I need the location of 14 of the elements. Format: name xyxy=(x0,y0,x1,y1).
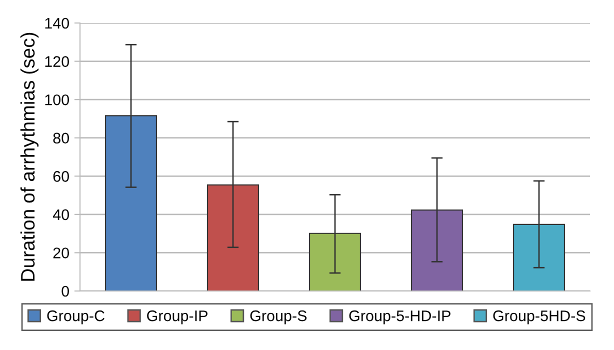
y-tick-label: 100 xyxy=(45,94,69,106)
y-tick-label: 140 xyxy=(45,18,69,29)
legend-label: Group-5-HD-IP xyxy=(349,310,450,324)
legend-label: Group-IP xyxy=(147,310,208,324)
y-tick-label: 0 xyxy=(62,286,69,297)
legend-label: Group-S xyxy=(250,310,307,324)
y-tick-label: 20 xyxy=(53,248,69,258)
y-tick-label: 60 xyxy=(53,171,69,182)
y-tick-label: 120 xyxy=(45,56,69,67)
y-axis-title: Duration of arrhythmias (sec) xyxy=(20,32,39,281)
legend-label: Group-C xyxy=(47,310,104,324)
y-tick-label: 40 xyxy=(52,209,69,220)
y-tick-label: 80 xyxy=(53,132,69,144)
legend-label: Group-5HD-S xyxy=(493,310,586,324)
